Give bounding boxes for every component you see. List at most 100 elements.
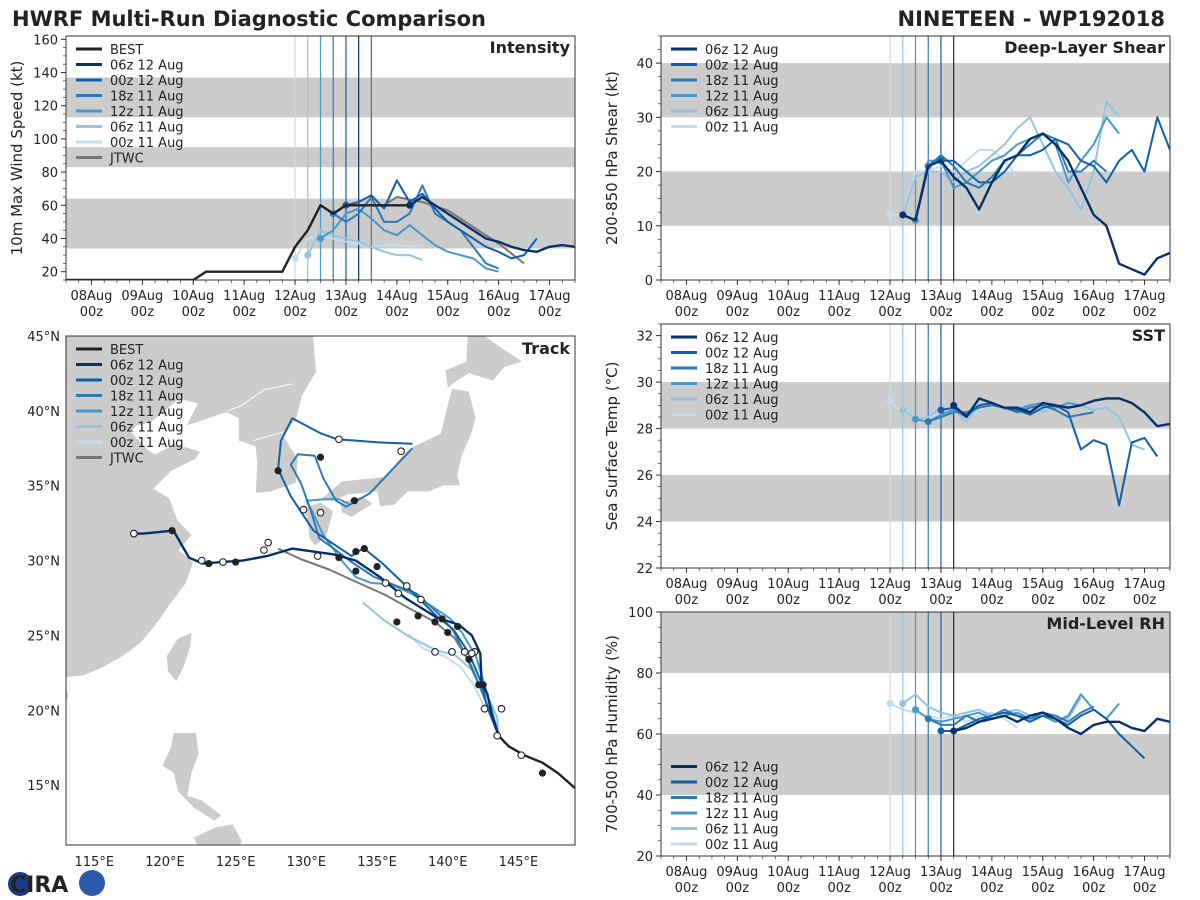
track-marker-open-14 — [397, 447, 405, 456]
x-tick-day: 14Aug — [971, 289, 1013, 304]
legend-label: 06z 11 Aug — [110, 121, 184, 136]
legend-label: 00z 12 Aug — [705, 59, 779, 74]
track-marker-filled-20 — [168, 527, 176, 535]
legend-label: JTWC — [109, 152, 144, 167]
y-tick-label: 100 — [628, 606, 653, 621]
series-group — [886, 397, 1170, 507]
y-tick-label: 30 — [636, 376, 653, 391]
x-tick-day: 12Aug — [274, 289, 316, 304]
track-marker-filled-13 — [352, 567, 360, 575]
y-tick-label: 140 — [33, 67, 58, 82]
legend-label: JTWC — [109, 452, 144, 467]
x-tick-hour: 00z — [1133, 881, 1157, 896]
x-tick-hour: 00z — [878, 593, 902, 608]
track-marker-open-19 — [260, 546, 268, 554]
lon-tick-label: 130°E — [287, 855, 327, 870]
legend-label: 18z 11 Aug — [705, 792, 779, 807]
x-tick-day: 13Aug — [920, 289, 962, 304]
track-marker-filled-9 — [393, 618, 401, 626]
y-tick-label: 20 — [636, 850, 653, 865]
track-marker-filled-6 — [431, 618, 439, 626]
series-line-18z-11-aug — [332, 184, 499, 270]
y-tick-label: 26 — [636, 469, 653, 484]
lat-tick-label: 30°N — [27, 555, 60, 570]
x-tick-day: 10Aug — [767, 865, 809, 880]
x-tick-day: 14Aug — [971, 577, 1013, 592]
x-tick-hour: 00z — [827, 305, 851, 320]
track-marker-filled-17 — [274, 467, 282, 475]
legend-label: 00z 12 Aug — [110, 74, 184, 89]
track-line-12z-11-aug — [305, 498, 500, 736]
track-marker-open-5 — [467, 649, 476, 658]
legend-label: 06z 12 Aug — [705, 43, 779, 58]
lon-tick-label: 125°E — [216, 855, 256, 870]
series-line-00z-12-aug — [940, 402, 1159, 507]
track-marker-open-10 — [402, 582, 411, 590]
legend-label: 18z 11 Aug — [110, 90, 184, 105]
series-start-marker-00z-11-aug — [886, 700, 894, 707]
track-line-best — [497, 734, 575, 789]
lat-tick-label: 25°N — [27, 629, 60, 644]
track-marker-open-7 — [448, 648, 456, 656]
y-axis-label: 700-500 hPa Humidity (%) — [603, 635, 621, 833]
x-tick-day: 08Aug — [665, 865, 707, 880]
x-tick-day: 08Aug — [665, 289, 707, 304]
y-tick-label: 120 — [33, 100, 58, 115]
x-tick-hour: 00z — [980, 881, 1004, 896]
y-tick-label: 80 — [636, 667, 653, 682]
x-tick-hour: 00z — [878, 881, 902, 896]
land-visayas-icon — [192, 823, 244, 845]
track-marker-open-2 — [497, 704, 506, 713]
land-asia-mainland-icon — [66, 336, 317, 678]
x-tick-day: 09Aug — [716, 577, 758, 592]
legend-label: 06z 11 Aug — [705, 823, 779, 838]
land-taiwan-icon — [166, 631, 193, 683]
legend-label: 12z 11 Aug — [705, 378, 779, 393]
y-tick-label: 20 — [41, 266, 58, 281]
legend-label: 06z 12 Aug — [705, 761, 779, 776]
x-tick-day: 17Aug — [1124, 289, 1166, 304]
lon-tick-label: 115°E — [75, 855, 115, 870]
shear-panel: 01020304008Aug00z09Aug00z10Aug00z11Aug00… — [603, 35, 1171, 320]
legend-label: 12z 11 Aug — [110, 105, 184, 120]
x-tick-hour: 00z — [980, 305, 1004, 320]
x-tick-hour: 00z — [1082, 593, 1106, 608]
track-marker-open-3 — [480, 704, 489, 713]
x-tick-day: 13Aug — [920, 865, 962, 880]
x-tick-day: 17Aug — [529, 289, 571, 304]
logo-seal-icon — [79, 870, 105, 896]
y-tick-label: 10 — [636, 220, 653, 235]
legend-label: 06z 12 Aug — [110, 59, 184, 74]
legend-label: 00z 11 Aug — [110, 136, 184, 151]
lon-tick-label: 120°E — [145, 855, 185, 870]
track-marker-open-11 — [394, 589, 403, 598]
legend-label: 00z 11 Aug — [705, 121, 779, 136]
y-tick-label: 60 — [41, 199, 58, 214]
y-tick-label: 40 — [636, 789, 653, 804]
x-tick-hour: 00z — [675, 593, 699, 608]
x-tick-hour: 00z — [385, 305, 409, 320]
track-marker-filled-7 — [444, 628, 452, 637]
series-line-00z-12-aug — [941, 116, 1170, 184]
track-marker-open-6 — [460, 648, 469, 656]
track-panel: 15°N 20°N 25°N 30°N 35°N 40°N 45°N 115°E 120°E 12… — [27, 330, 576, 870]
logo-text: CIRA — [10, 873, 68, 898]
legend-label: 18z 11 Aug — [705, 74, 779, 89]
series-start-marker-00z-11-aug — [886, 211, 894, 219]
x-tick-hour: 00z — [334, 305, 358, 320]
lon-tick-label: 145°E — [499, 855, 539, 870]
panel-title: Track — [522, 339, 570, 358]
x-tick-day: 12Aug — [869, 577, 911, 592]
x-tick-day: 13Aug — [325, 289, 367, 304]
x-tick-day: 10Aug — [767, 289, 809, 304]
legend-label: 12z 11 Aug — [705, 807, 779, 822]
lat-tick-label: 20°N — [27, 704, 60, 719]
series-line-best — [66, 204, 410, 280]
series-start-marker-06z-11-aug — [899, 406, 907, 414]
panel-title: SST — [1132, 326, 1165, 345]
land-hainan-area-icon — [66, 687, 70, 703]
y-tick-label: 32 — [636, 330, 653, 345]
